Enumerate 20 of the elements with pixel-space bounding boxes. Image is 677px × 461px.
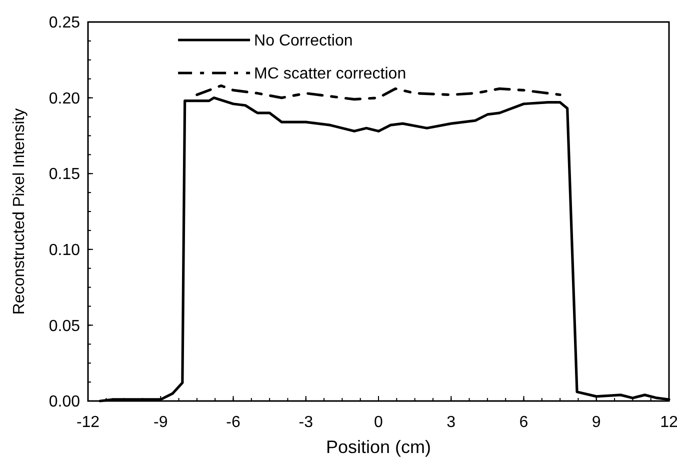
legend-label: MC scatter correction [254,66,406,83]
y-tick-label: 0.25 [48,14,80,32]
x-tick-label: -9 [154,414,168,431]
x-tick-label: -12 [76,414,100,431]
x-tick-label: -3 [298,414,314,431]
line-series [196,84,562,101]
x-tick-label: 0 [374,414,384,431]
x-axis-title: Position (cm) [326,437,432,457]
y-axis-title: Reconstructed Pixel Intensity [11,108,28,315]
x-tick-label: -6 [226,414,240,431]
legend-label: No Correction [254,32,353,50]
y-tick-label: 0.15 [48,166,80,184]
x-tick-label: 12 [660,414,677,431]
x-tick-label: 3 [446,414,456,431]
y-tick-label: 0.20 [48,90,80,108]
y-tick-label: 0.00 [48,394,80,411]
x-tick-label: 6 [519,414,528,431]
y-tick-label: 0.05 [48,318,80,335]
x-tick-label: 9 [592,414,601,431]
y-tick-label: 0.10 [48,242,80,259]
